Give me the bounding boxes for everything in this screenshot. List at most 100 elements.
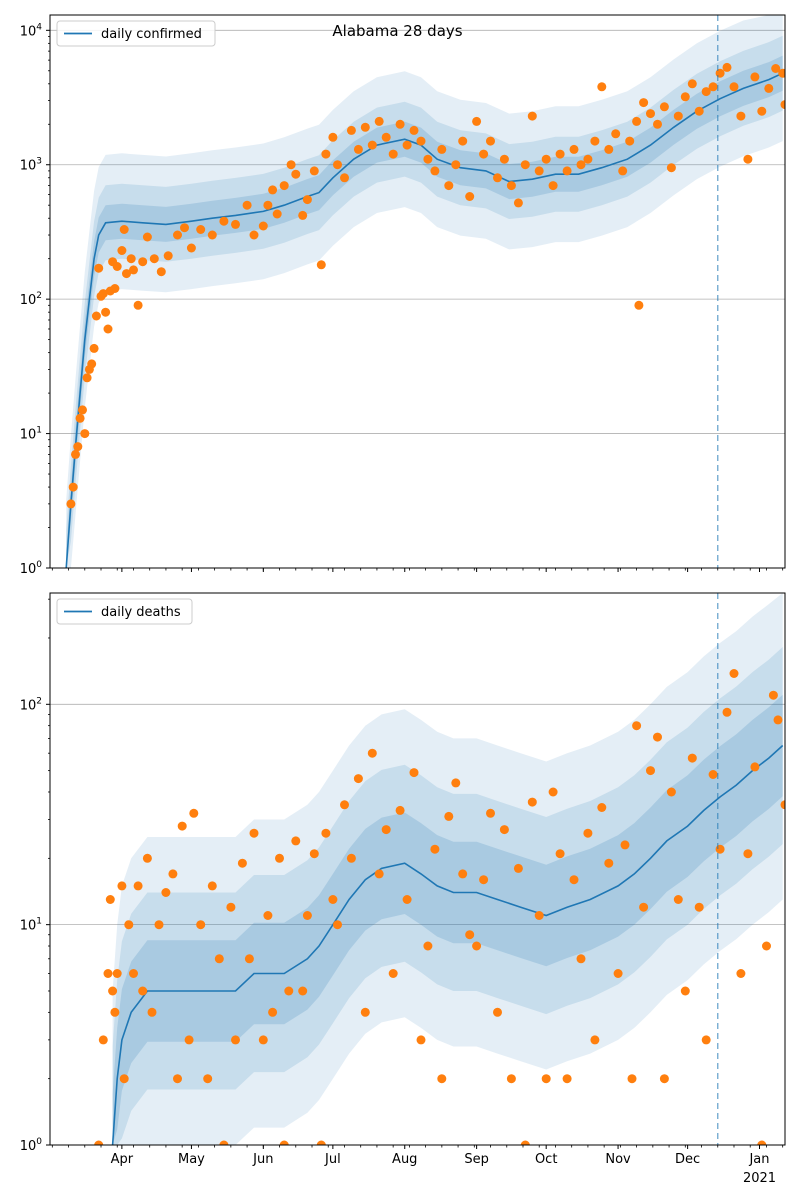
data-point [333, 920, 342, 930]
series-line [111, 744, 784, 1145]
data-point [780, 100, 785, 110]
x-tick-label: Jun [252, 1152, 273, 1167]
legend: daily deaths [56, 598, 193, 625]
data-point [659, 102, 669, 112]
data-point [328, 132, 338, 142]
data-point [87, 359, 97, 369]
x-tick-label: Oct [535, 1152, 557, 1167]
x-tick-label: Nov [605, 1152, 631, 1167]
data-point [430, 166, 440, 176]
data-point [513, 863, 523, 873]
data-point [757, 106, 767, 116]
data-point [98, 1035, 108, 1045]
confirmed-panel: 100 101 102 103 104 Alabama 28 days daily conf… [20, 14, 786, 577]
data-point [486, 136, 495, 146]
data-point [771, 64, 781, 73]
data-point [133, 881, 143, 891]
data-point [142, 853, 152, 863]
uncertainty-band [66, 55, 783, 568]
data-point [286, 160, 296, 170]
data-point [555, 849, 565, 859]
data-point [263, 200, 273, 210]
data-point [124, 920, 134, 930]
data-point [486, 808, 495, 818]
data-point [694, 106, 704, 116]
deaths-panel: 100 101 102 Apr May Jun Jul Aug Sep Oct Nov Dec Jan 2… [20, 592, 786, 1186]
data-point [680, 92, 690, 102]
data-point [590, 1035, 600, 1045]
data-point [309, 849, 319, 859]
data-point [701, 1035, 711, 1045]
data-point [78, 405, 87, 415]
data-point [597, 82, 607, 92]
data-point [437, 144, 447, 154]
data-point [291, 836, 301, 846]
legend: daily confirmed [56, 20, 216, 47]
data-point [506, 1074, 516, 1084]
data-point [374, 869, 384, 879]
uncertainty-band [112, 647, 783, 1145]
data-point [346, 125, 356, 135]
axes-frame [49, 14, 786, 569]
data-point [444, 811, 454, 821]
data-point [458, 136, 468, 146]
data-point [129, 265, 138, 275]
data-point [367, 140, 377, 150]
data-point [701, 87, 711, 97]
data-point [666, 163, 676, 173]
data-point [154, 920, 164, 930]
data-point [722, 62, 732, 72]
data-point [472, 941, 482, 951]
data-point [479, 875, 489, 885]
data-point [458, 869, 468, 879]
data-point [687, 753, 697, 763]
data-point [562, 166, 572, 176]
data-point [298, 986, 308, 996]
data-point [316, 1140, 326, 1145]
data-point [161, 888, 171, 897]
data-point [666, 787, 676, 797]
data-point [237, 858, 247, 868]
y-tick-label: 100 [20, 560, 43, 577]
data-point [98, 289, 108, 299]
data-point [346, 853, 356, 863]
data-point [430, 844, 440, 854]
series-line [65, 72, 784, 568]
y-tick-label: 104 [20, 22, 43, 39]
data-point [499, 825, 509, 835]
y-tick-label: 103 [20, 157, 42, 174]
data-point [673, 895, 683, 904]
data-point [673, 111, 683, 121]
data-point [302, 195, 312, 205]
data-point [207, 230, 217, 240]
data-point [360, 122, 370, 132]
data-point [465, 192, 475, 201]
data-point [126, 254, 136, 264]
data-point [242, 200, 252, 210]
data-point [309, 166, 319, 176]
data-point [520, 160, 530, 170]
x-tick-label: Jan [748, 1152, 769, 1167]
data-point [680, 986, 690, 996]
y-tick-label: 102 [20, 696, 42, 713]
data-point [743, 154, 753, 164]
data-point [639, 902, 649, 912]
data-point [291, 169, 301, 179]
data-point [548, 787, 558, 797]
data-point [219, 1140, 229, 1145]
data-point [103, 969, 113, 978]
data-point [279, 181, 289, 191]
data-point [534, 166, 544, 176]
data-point [653, 732, 662, 742]
data-point [112, 969, 122, 978]
data-point [541, 1074, 551, 1084]
x-tick-label: Apr [111, 1152, 134, 1167]
data-point [168, 869, 178, 879]
uncertainty-band [66, 15, 783, 568]
data-point [381, 132, 391, 142]
data-point [249, 828, 259, 838]
data-point [173, 230, 182, 240]
data-point [757, 1140, 767, 1145]
data-point [381, 825, 391, 835]
data-point [244, 954, 254, 964]
